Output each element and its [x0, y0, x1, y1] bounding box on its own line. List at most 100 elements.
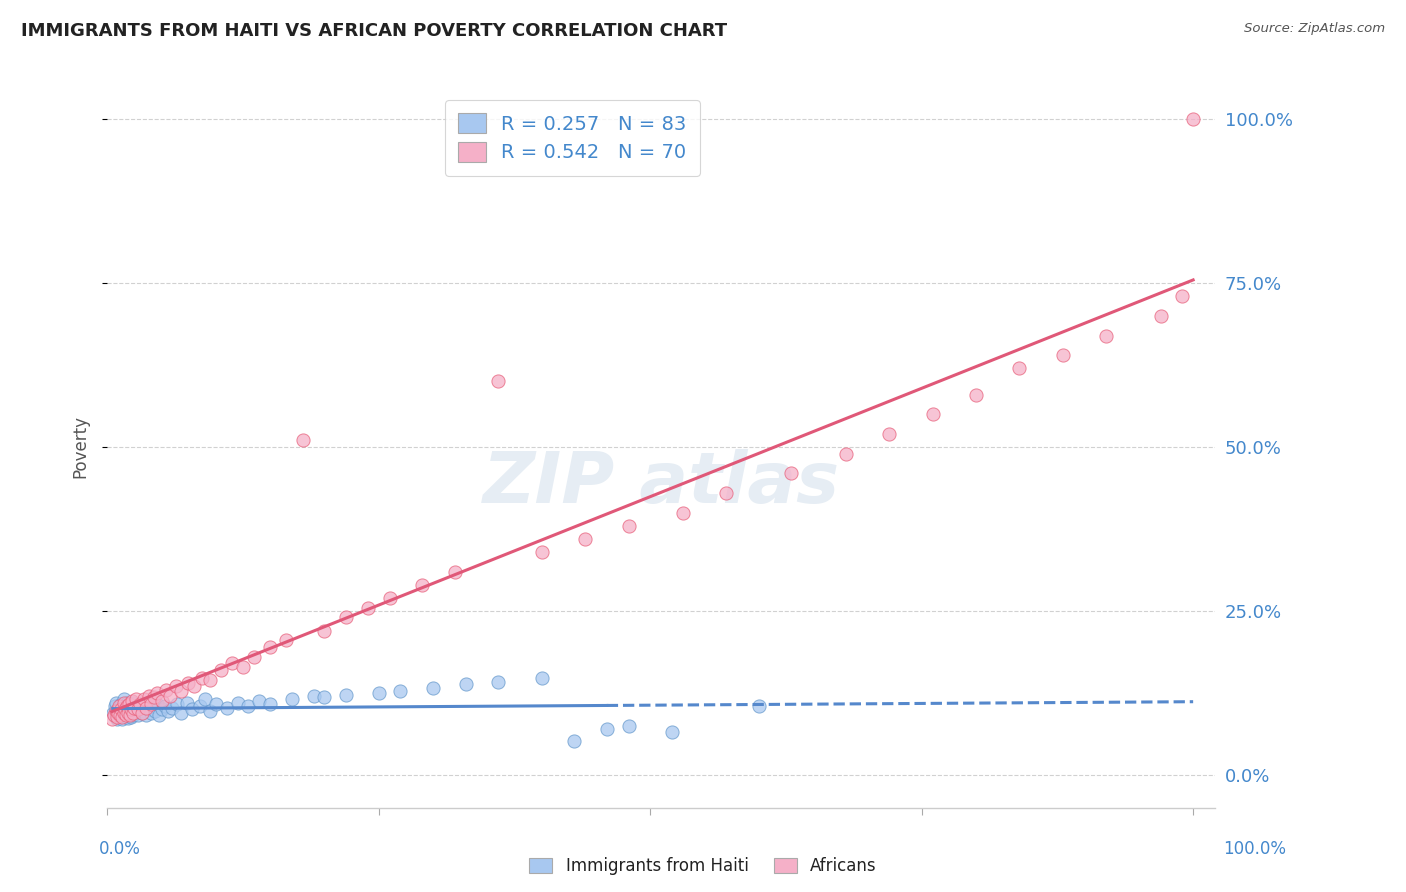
Legend: R = 0.257   N = 83, R = 0.542   N = 70: R = 0.257 N = 83, R = 0.542 N = 70: [444, 100, 700, 176]
Point: [335, 610, 357, 624]
Point: [205, 697, 228, 711]
Point: [226, 696, 249, 710]
Point: [378, 591, 401, 605]
Point: [114, 708, 136, 723]
Point: [105, 712, 128, 726]
Point: [259, 697, 281, 711]
Point: [122, 707, 145, 722]
Point: [139, 706, 162, 720]
Point: [166, 697, 188, 711]
Point: [115, 698, 138, 713]
Point: [596, 722, 619, 736]
Point: [120, 701, 142, 715]
Point: [194, 692, 217, 706]
Point: [120, 710, 142, 724]
Point: [131, 706, 153, 720]
Point: [114, 707, 136, 722]
Point: [150, 694, 173, 708]
Point: [139, 697, 162, 711]
Point: [314, 690, 336, 705]
Point: [170, 684, 193, 698]
Text: ZIP atlas: ZIP atlas: [482, 449, 839, 517]
Legend: Immigrants from Haiti, Africans: Immigrants from Haiti, Africans: [520, 849, 886, 884]
Point: [1052, 348, 1074, 362]
Point: [389, 684, 412, 698]
Point: [209, 663, 232, 677]
Point: [107, 706, 129, 720]
Point: [617, 518, 640, 533]
Point: [107, 708, 129, 723]
Point: [291, 434, 314, 448]
Point: [108, 706, 131, 720]
Point: [276, 633, 298, 648]
Point: [191, 671, 214, 685]
Point: [110, 710, 132, 724]
Text: Source: ZipAtlas.com: Source: ZipAtlas.com: [1244, 22, 1385, 36]
Point: [281, 692, 304, 706]
Point: [153, 698, 176, 713]
Point: [247, 694, 270, 708]
Point: [135, 701, 157, 715]
Point: [114, 710, 136, 724]
Point: [131, 706, 153, 720]
Text: IMMIGRANTS FROM HAITI VS AFRICAN POVERTY CORRELATION CHART: IMMIGRANTS FROM HAITI VS AFRICAN POVERTY…: [21, 22, 727, 40]
Point: [486, 674, 509, 689]
Point: [128, 697, 150, 711]
Point: [176, 676, 198, 690]
Point: [124, 702, 146, 716]
Point: [104, 704, 127, 718]
Point: [1095, 328, 1118, 343]
Y-axis label: Poverty: Poverty: [72, 416, 89, 478]
Point: [121, 704, 143, 718]
Point: [105, 710, 128, 724]
Point: [112, 706, 135, 720]
Point: [136, 696, 159, 710]
Point: [562, 733, 585, 747]
Point: [120, 707, 142, 722]
Point: [165, 679, 187, 693]
Point: [135, 707, 157, 722]
Point: [122, 706, 145, 720]
Point: [335, 688, 357, 702]
Point: [302, 689, 325, 703]
Point: [150, 702, 173, 716]
Point: [142, 698, 165, 713]
Point: [124, 701, 146, 715]
Point: [921, 407, 943, 421]
Point: [877, 426, 900, 441]
Point: [422, 681, 444, 696]
Point: [157, 704, 180, 718]
Point: [110, 701, 132, 715]
Point: [200, 704, 222, 718]
Point: [115, 707, 138, 722]
Point: [110, 702, 132, 716]
Point: [118, 697, 141, 711]
Text: 0.0%: 0.0%: [98, 840, 141, 858]
Point: [188, 698, 211, 713]
Point: [215, 701, 238, 715]
Point: [1171, 289, 1194, 303]
Point: [134, 692, 156, 706]
Point: [118, 706, 141, 720]
Point: [357, 600, 380, 615]
Point: [125, 698, 148, 713]
Point: [314, 624, 336, 638]
Text: 100.0%: 100.0%: [1223, 840, 1286, 858]
Point: [672, 506, 695, 520]
Point: [128, 704, 150, 718]
Point: [243, 649, 266, 664]
Point: [132, 697, 155, 711]
Point: [107, 702, 129, 716]
Point: [183, 679, 205, 693]
Point: [117, 700, 139, 714]
Point: [200, 673, 222, 687]
Point: [112, 702, 135, 716]
Point: [114, 698, 136, 713]
Point: [124, 692, 146, 706]
Point: [259, 640, 281, 654]
Point: [118, 697, 141, 711]
Point: [530, 545, 553, 559]
Point: [128, 702, 150, 716]
Point: [1182, 112, 1205, 127]
Point: [238, 698, 260, 713]
